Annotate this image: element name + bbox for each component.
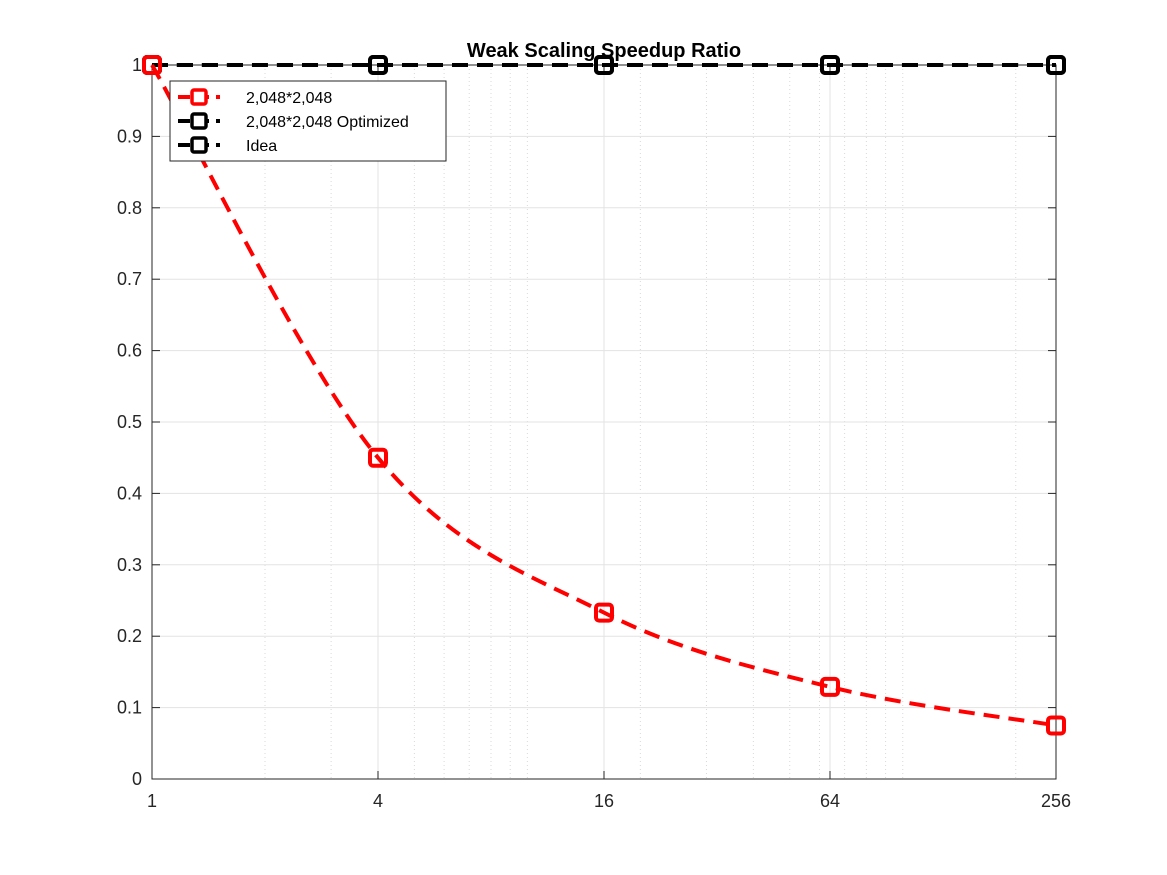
y-tick-label: 0.5 (117, 412, 142, 432)
legend-label: 2,048*2,048 Optimized (246, 114, 409, 131)
x-tick-label: 256 (1041, 791, 1071, 811)
data-point (368, 55, 388, 75)
y-tick-label: 0.4 (117, 483, 142, 503)
data-point (820, 55, 840, 75)
legend-marker (190, 112, 208, 130)
x-tick-label: 4 (373, 791, 383, 811)
legend-label: 2,048*2,048 (246, 90, 332, 107)
data-point (820, 676, 840, 697)
data-point (594, 55, 614, 75)
x-tick-label: 1 (147, 791, 157, 811)
y-tick-label: 0.6 (117, 341, 142, 361)
y-tick-label: 0.3 (117, 555, 142, 575)
y-tick-label: 1 (132, 55, 142, 75)
data-point (142, 55, 162, 75)
x-tick-label: 64 (820, 791, 840, 811)
series-line (150, 64, 1057, 728)
legend: 2,048*2,048 2,048*2,048 Optimized Idea (169, 80, 447, 162)
legend-marker (190, 88, 208, 106)
series-layer (142, 55, 1066, 736)
data-point (1046, 55, 1066, 75)
series-0 (142, 55, 1066, 736)
legend-item: Idea (178, 136, 277, 155)
y-tick-label: 0.8 (117, 198, 142, 218)
data-point (368, 447, 388, 468)
legend-label: Idea (246, 138, 277, 155)
chart-title: Weak Scaling Speedup Ratio (467, 40, 741, 62)
data-point (594, 602, 614, 623)
x-tick-label: 16 (594, 791, 614, 811)
legend-item: 2,048*2,048 (178, 88, 332, 107)
axes-ticks: 1 4 16 64 256 0 0.1 0.2 0.3 0.4 0.5 0.6 0.7 0.8 0.9 1 (117, 55, 1071, 811)
legend-item: 2,048*2,048 Optimized (178, 112, 409, 131)
data-point (1046, 715, 1066, 736)
y-tick-label: 0.9 (117, 126, 142, 146)
y-tick-label: 0.2 (117, 626, 142, 646)
legend-marker (190, 136, 208, 154)
y-tick-label: 0 (132, 769, 142, 789)
y-tick-label: 0.7 (117, 269, 142, 289)
y-tick-label: 0.1 (117, 698, 142, 718)
